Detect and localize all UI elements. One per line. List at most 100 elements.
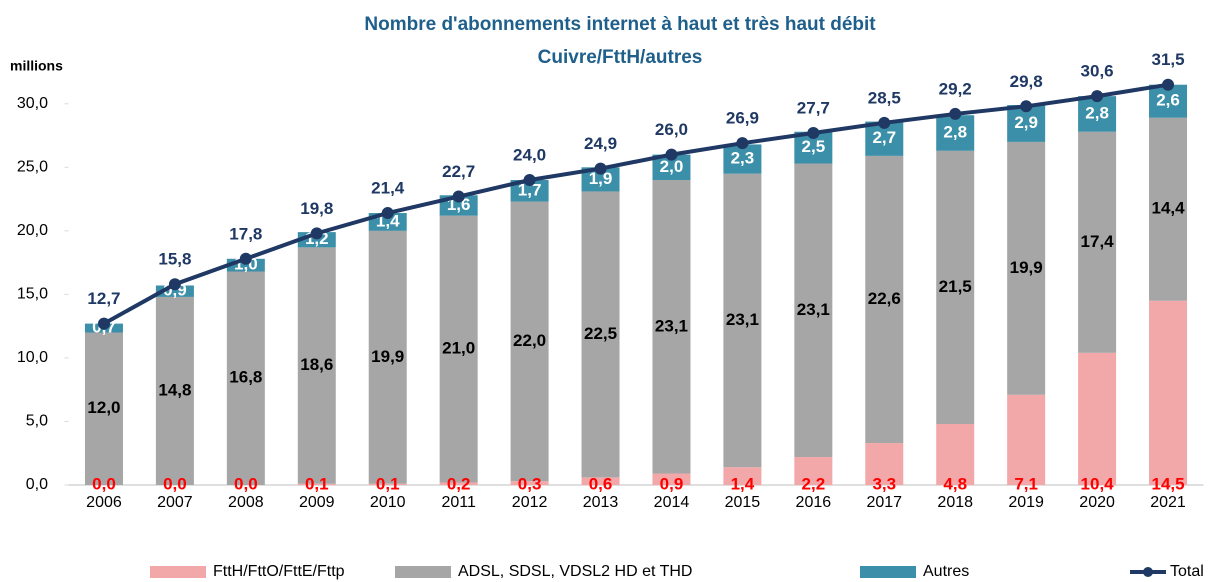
data-label: 2,5 [802, 137, 826, 156]
data-label: 27,7 [797, 98, 830, 117]
bar-segment [297, 247, 336, 484]
data-label: 22,7 [442, 162, 475, 181]
legend-label: FttH/FttO/FttE/Fttp [213, 563, 345, 580]
data-label: 2,2 [802, 474, 826, 493]
bar-segment [723, 144, 762, 174]
chart-subtitle: Cuivre/FttH/autres [538, 47, 703, 68]
y-tick-label: 25,0 [17, 159, 48, 176]
data-label: 2,7 [872, 128, 896, 147]
data-label: 0,1 [305, 474, 329, 493]
x-tick-label: 2021 [1150, 494, 1186, 511]
legend-label: Total [1170, 563, 1204, 580]
data-label: 24,0 [513, 145, 546, 164]
total-marker [807, 126, 820, 139]
data-label: 17,4 [1081, 232, 1115, 251]
data-label: 0,0 [163, 474, 187, 493]
bar-segment [865, 155, 904, 444]
data-label: 26,0 [655, 120, 688, 139]
chart-title: Nombre d'abonnements internet à haut et … [364, 14, 876, 35]
x-tick-label: 2008 [228, 494, 264, 511]
bar-segment [723, 173, 762, 468]
data-label: 29,2 [939, 79, 972, 98]
bar-segment [1149, 117, 1188, 301]
bar-segment [226, 271, 265, 485]
x-tick-label: 2013 [583, 494, 619, 511]
bar-segment [84, 332, 123, 485]
data-label: 22,6 [868, 289, 901, 308]
x-tick-label: 2006 [86, 494, 122, 511]
data-label: 15,8 [158, 250, 191, 269]
data-label: 2,9 [1014, 113, 1038, 132]
data-label: 23,1 [797, 300, 830, 319]
data-label: 12,7 [87, 289, 120, 308]
bar-segment [368, 230, 407, 484]
data-label: 1,9 [589, 169, 613, 188]
bar-segment [1078, 352, 1117, 485]
data-label: 0,1 [376, 474, 400, 493]
y-tick-label: 10,0 [17, 349, 48, 366]
x-tick-label: 2007 [157, 494, 193, 511]
legend-swatch [150, 566, 206, 578]
x-tick-label: 2010 [370, 494, 406, 511]
bar-segment [1078, 131, 1117, 353]
x-tick-label: 2014 [654, 494, 690, 511]
data-label: 7,1 [1014, 474, 1038, 493]
total-marker [239, 252, 252, 265]
bar-segment [297, 483, 336, 485]
data-label: 3,3 [872, 474, 896, 493]
bar-segment [936, 150, 975, 425]
data-label: 29,8 [1010, 72, 1043, 91]
total-marker [1020, 100, 1033, 113]
bar-segment [936, 115, 975, 151]
y-tick-label: 15,0 [17, 286, 48, 303]
data-label: 0,2 [447, 474, 471, 493]
bar-segment [936, 424, 975, 485]
bar-segment [510, 201, 549, 482]
total-marker [665, 148, 678, 161]
data-label: 22,0 [513, 331, 546, 350]
total-marker [168, 278, 181, 291]
total-marker [310, 227, 323, 240]
x-tick-label: 2016 [796, 494, 832, 511]
data-label: 23,1 [655, 316, 688, 335]
data-label: 18,6 [300, 355, 333, 374]
data-label: 24,9 [584, 134, 617, 153]
bar-segment [1007, 394, 1046, 485]
data-label: 0,0 [92, 474, 116, 493]
data-label: 19,9 [371, 347, 404, 366]
data-label: 0,3 [518, 474, 542, 493]
bar-segment [368, 483, 407, 485]
bar-segment [652, 180, 691, 474]
data-label: 22,5 [584, 324, 617, 343]
data-label: 19,8 [300, 199, 333, 218]
bar-segment [1007, 141, 1046, 395]
y-tick-label: 30,0 [17, 95, 48, 112]
data-label: 17,8 [229, 224, 262, 243]
data-label: 0,9 [660, 474, 684, 493]
bar-segment [155, 296, 194, 485]
data-label: 10,4 [1081, 474, 1115, 493]
data-label: 2,6 [1156, 91, 1180, 110]
data-label: 14,8 [158, 380, 191, 399]
total-marker [1162, 78, 1175, 91]
data-label: 2,8 [943, 122, 967, 141]
bar-segment [1149, 300, 1188, 485]
data-label: 4,8 [943, 474, 967, 493]
total-marker [1091, 90, 1104, 103]
y-tick-label: 20,0 [17, 222, 48, 239]
data-label: 21,4 [371, 179, 405, 198]
data-label: 21,0 [442, 339, 475, 358]
x-tick-label: 2018 [937, 494, 973, 511]
data-label: 12,0 [87, 398, 120, 417]
data-label: 0,6 [589, 474, 613, 493]
bar-segment [794, 457, 833, 485]
legend-swatch [395, 566, 451, 578]
total-marker [452, 190, 465, 203]
data-label: 2,8 [1085, 103, 1109, 122]
x-tick-label: 2020 [1079, 494, 1115, 511]
legend-label: Autres [923, 563, 969, 580]
data-label: 1,4 [731, 474, 755, 493]
data-label: 28,5 [868, 88, 901, 107]
total-marker [523, 174, 536, 187]
legend-swatch [860, 566, 916, 578]
